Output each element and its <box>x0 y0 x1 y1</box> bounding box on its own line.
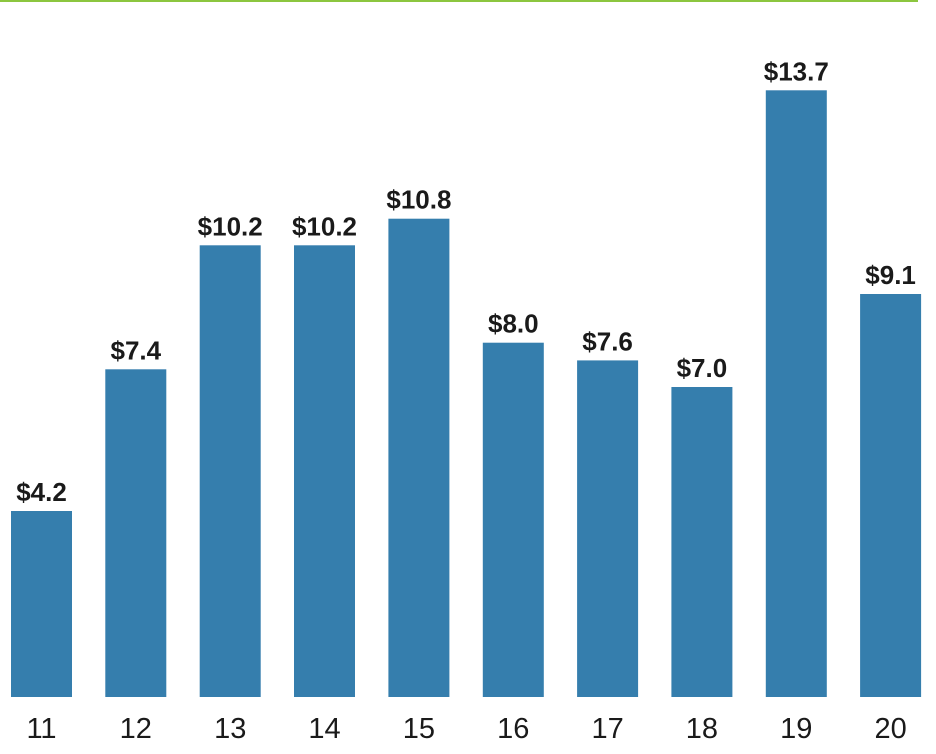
value-label-17: $7.6 <box>582 326 633 356</box>
value-label-18: $7.0 <box>677 353 728 383</box>
value-label-14: $10.2 <box>292 211 357 241</box>
bars-group <box>11 90 922 698</box>
value-labels-group: $4.2 $7.4 $10.2 $10.2 $10.8 $8.0 $7.6 $7.0 $13.7… <box>16 56 916 507</box>
x-tick-label-14: 14 <box>308 713 340 745</box>
value-label-15: $10.8 <box>386 185 451 215</box>
x-tick-label-16: 16 <box>497 713 529 745</box>
value-label-16: $8.0 <box>488 309 539 339</box>
bar-19 <box>765 90 827 698</box>
bar-20 <box>860 294 922 697</box>
x-tick-label-19: 19 <box>780 713 812 745</box>
value-label-12: $7.4 <box>110 335 161 365</box>
x-tick-label-20: 20 <box>874 713 906 745</box>
bar-14 <box>294 245 355 698</box>
x-tick-label-18: 18 <box>686 713 718 745</box>
value-label-20: $9.1 <box>865 260 916 290</box>
value-label-13: $10.2 <box>198 211 263 241</box>
value-label-19: $13.7 <box>764 56 829 86</box>
x-tick-label-15: 15 <box>403 713 435 745</box>
bar-12 <box>105 369 167 697</box>
bar-18 <box>671 387 733 697</box>
x-tick-label-12: 12 <box>120 713 152 745</box>
value-label-11: $4.2 <box>16 477 67 507</box>
bar-17 <box>577 360 639 697</box>
bar-15 <box>388 218 450 697</box>
bar-16 <box>482 342 544 697</box>
x-axis-tick-labels: 11 12 13 14 15 16 17 18 19 20 <box>26 713 906 745</box>
bar-11 <box>11 511 72 697</box>
bar-13 <box>199 245 261 698</box>
x-tick-label-13: 13 <box>214 713 246 745</box>
x-tick-label-17: 17 <box>591 713 623 745</box>
x-tick-label-11: 11 <box>26 713 56 745</box>
